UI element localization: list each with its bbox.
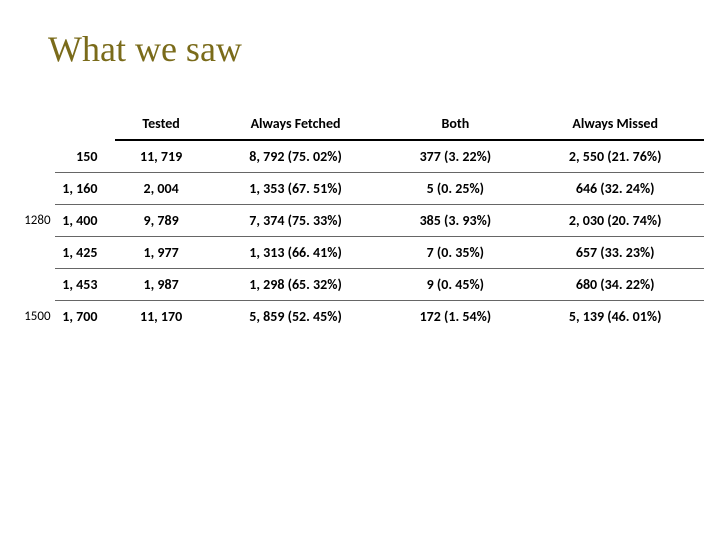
row-side-label bbox=[14, 173, 55, 205]
cell: 1, 353 (67. 51%) bbox=[207, 173, 385, 205]
cell: 2, 004 bbox=[115, 173, 206, 205]
cell: 1, 977 bbox=[115, 237, 206, 269]
row-side-label bbox=[14, 237, 55, 269]
cell: 377 (3. 22%) bbox=[384, 140, 526, 173]
cell: 5, 139 (46. 01%) bbox=[526, 301, 704, 333]
cell: 7 (0. 35%) bbox=[384, 237, 526, 269]
header-spacer bbox=[14, 108, 55, 140]
cell: 5, 859 (52. 45%) bbox=[207, 301, 385, 333]
table-row: 1, 453 1, 987 1, 298 (65. 32%) 9 (0. 45%… bbox=[14, 269, 704, 301]
cell: 1, 425 bbox=[55, 237, 116, 269]
cell: 2, 550 (21. 76%) bbox=[526, 140, 704, 173]
cell: 172 (1. 54%) bbox=[384, 301, 526, 333]
table-header-row: Tested Always Fetched Both Always Missed bbox=[14, 108, 704, 140]
table-row: 1, 160 2, 004 1, 353 (67. 51%) 5 (0. 25%… bbox=[14, 173, 704, 205]
table-row: 1, 425 1, 977 1, 313 (66. 41%) 7 (0. 35%… bbox=[14, 237, 704, 269]
table-row: 1280 1, 400 9, 789 7, 374 (75. 33%) 385 … bbox=[14, 205, 704, 237]
row-side-label bbox=[14, 140, 55, 173]
header-spacer bbox=[55, 108, 116, 140]
cell: 7, 374 (75. 33%) bbox=[207, 205, 385, 237]
cell: 385 (3. 93%) bbox=[384, 205, 526, 237]
cell: 1, 298 (65. 32%) bbox=[207, 269, 385, 301]
column-header: Tested bbox=[115, 108, 206, 140]
row-side-label bbox=[14, 269, 55, 301]
cell: 646 (32. 24%) bbox=[526, 173, 704, 205]
cell: 680 (34. 22%) bbox=[526, 269, 704, 301]
row-side-label: 1500 bbox=[14, 301, 55, 333]
column-header: Always Fetched bbox=[207, 108, 385, 140]
data-table: Tested Always Fetched Both Always Missed… bbox=[14, 108, 704, 332]
column-header: Both bbox=[384, 108, 526, 140]
cell: 9 (0. 45%) bbox=[384, 269, 526, 301]
cell: 1, 987 bbox=[115, 269, 206, 301]
cell: 1, 400 bbox=[55, 205, 116, 237]
cell: 11, 719 bbox=[115, 140, 206, 173]
cell: 1, 700 bbox=[55, 301, 116, 333]
cell: 11, 170 bbox=[115, 301, 206, 333]
cell: 8, 792 (75. 02%) bbox=[207, 140, 385, 173]
slide-title: What we saw bbox=[48, 28, 242, 70]
cell: 9, 789 bbox=[115, 205, 206, 237]
cell: 5 (0. 25%) bbox=[384, 173, 526, 205]
table-row: 150 11, 719 8, 792 (75. 02%) 377 (3. 22%… bbox=[14, 140, 704, 173]
cell: 657 (33. 23%) bbox=[526, 237, 704, 269]
cell: 2, 030 (20. 74%) bbox=[526, 205, 704, 237]
cell: 1, 160 bbox=[55, 173, 116, 205]
column-header: Always Missed bbox=[526, 108, 704, 140]
cell: 1, 313 (66. 41%) bbox=[207, 237, 385, 269]
data-table-container: Tested Always Fetched Both Always Missed… bbox=[14, 108, 704, 332]
table-row: 1500 1, 700 11, 170 5, 859 (52. 45%) 172… bbox=[14, 301, 704, 333]
cell: 150 bbox=[55, 140, 116, 173]
row-side-label: 1280 bbox=[14, 205, 55, 237]
cell: 1, 453 bbox=[55, 269, 116, 301]
table-body: 150 11, 719 8, 792 (75. 02%) 377 (3. 22%… bbox=[14, 140, 704, 332]
